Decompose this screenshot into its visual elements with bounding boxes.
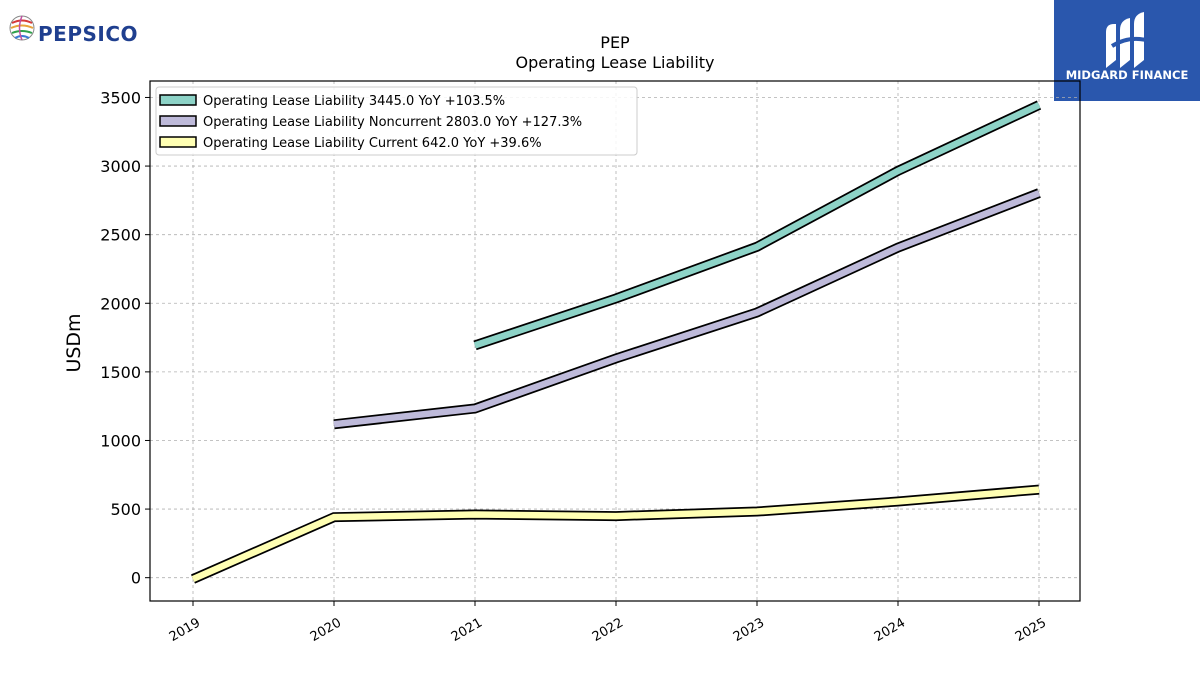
data-point <box>756 511 758 513</box>
chart-title: PEP <box>600 33 630 52</box>
x-tick-label: 2023 <box>731 615 767 645</box>
legend-swatch <box>159 94 197 106</box>
y-axis-label: USDm <box>63 313 85 372</box>
legend-swatch <box>159 115 197 127</box>
company-logo-text: PEPSICO <box>38 22 139 46</box>
legend-swatch <box>159 136 197 148</box>
data-point <box>1038 104 1040 106</box>
chart-subtitle: Operating Lease Liability <box>515 53 714 72</box>
series-line-outline <box>333 188 1041 430</box>
data-point <box>615 297 617 299</box>
y-axis-ticks: 0 500 1000 1500 2000 2500 3000 3500 <box>100 88 150 588</box>
data-point <box>615 515 617 517</box>
grid-lines <box>150 81 1080 601</box>
y-tick-label: 3500 <box>100 88 141 107</box>
x-tick-label: 2021 <box>449 615 485 645</box>
y-tick-label: 3000 <box>100 157 141 176</box>
y-tick-label: 1000 <box>100 431 141 450</box>
x-tick-label: 2022 <box>590 615 626 645</box>
data-point <box>333 423 335 425</box>
y-tick-label: 2000 <box>100 294 141 313</box>
globe-icon <box>9 15 35 41</box>
legend-entry: Operating Lease Liability 3445.0 YoY +10… <box>203 94 505 109</box>
series-lines <box>190 100 1042 584</box>
legend-entry: Operating Lease Liability Current 642.0 … <box>203 136 542 151</box>
watermark-text: MIDGARD FINANCE <box>1065 68 1189 82</box>
x-axis-ticks: 2019 2020 2021 2022 2023 2024 2025 <box>167 601 1049 645</box>
y-tick-label: 500 <box>110 500 141 519</box>
data-point <box>756 246 758 248</box>
data-point <box>615 357 617 359</box>
data-point <box>1038 489 1040 491</box>
plot-frame <box>149 80 1081 602</box>
y-tick-label: 1500 <box>100 363 141 382</box>
x-tick-label: 2025 <box>1013 615 1049 645</box>
data-point <box>897 170 899 172</box>
midgard-logo-icon <box>1106 12 1147 68</box>
data-point <box>474 514 476 516</box>
data-point <box>192 578 194 580</box>
pepsico-logo <box>4 6 164 46</box>
data-point <box>897 247 899 249</box>
data-point <box>756 311 758 313</box>
x-tick-label: 2020 <box>308 615 344 645</box>
x-tick-label: 2024 <box>872 615 908 645</box>
y-tick-label: 2500 <box>100 226 141 245</box>
chart-legend: Operating Lease Liability 3445.0 YoY +10… <box>155 86 638 156</box>
data-point <box>474 408 476 410</box>
legend-box <box>155 86 638 156</box>
data-point <box>333 516 335 518</box>
legend-entry: Operating Lease Liability Noncurrent 280… <box>203 115 582 130</box>
series-line <box>333 190 1041 428</box>
y-tick-label: 0 <box>131 569 141 588</box>
data-point <box>1038 192 1040 194</box>
x-tick-label: 2019 <box>167 615 203 645</box>
data-point <box>897 501 899 503</box>
midgard-finance-watermark: MIDGARD FINANCE <box>1054 0 1200 101</box>
data-point <box>474 344 476 346</box>
